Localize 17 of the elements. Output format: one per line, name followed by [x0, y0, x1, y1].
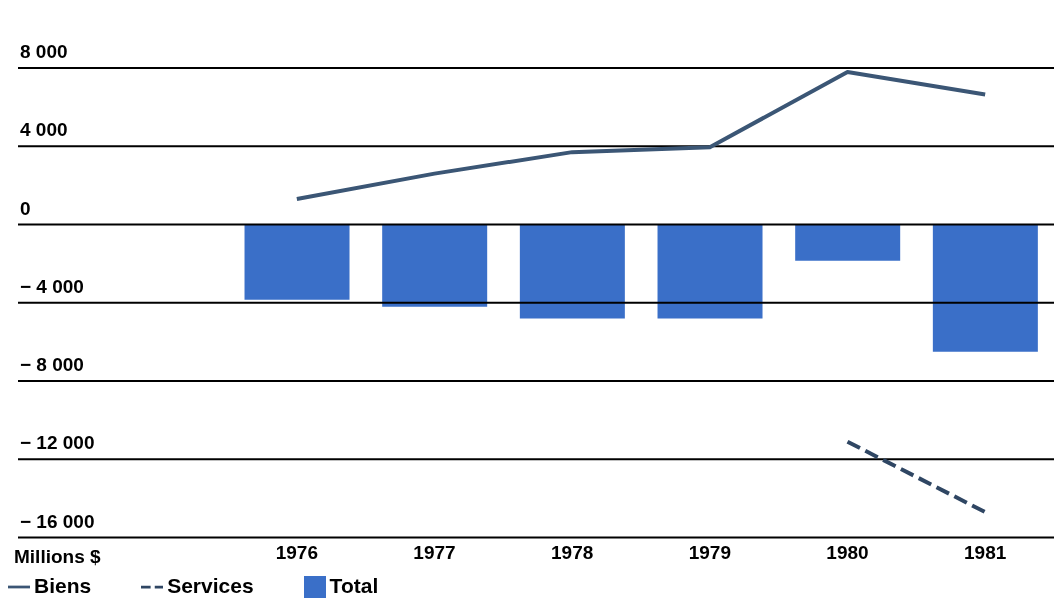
y-tick-label: − 8 000: [20, 354, 84, 376]
x-tick-label: 1979: [688, 542, 731, 564]
x-tick-label: 1978: [551, 542, 594, 564]
x-tick-label: 1981: [964, 542, 1007, 564]
y-tick-label: − 16 000: [20, 510, 95, 532]
x-tick-label: 1980: [826, 542, 869, 564]
legend-label: Total: [329, 573, 379, 597]
legend-label: Services: [167, 573, 254, 597]
y-tick-label: 8 000: [20, 41, 68, 62]
y-tick-label: − 4 000: [20, 275, 84, 297]
x-tick-label: 1976: [275, 542, 318, 564]
y-axis-title: Millions $: [14, 546, 101, 568]
x-tick-label: 1977: [413, 542, 456, 564]
y-tick-label: − 12 000: [20, 432, 95, 454]
legend-label: Biens: [34, 573, 92, 597]
y-tick-label: 0: [20, 197, 31, 219]
y-tick-label: 4 000: [20, 119, 68, 141]
